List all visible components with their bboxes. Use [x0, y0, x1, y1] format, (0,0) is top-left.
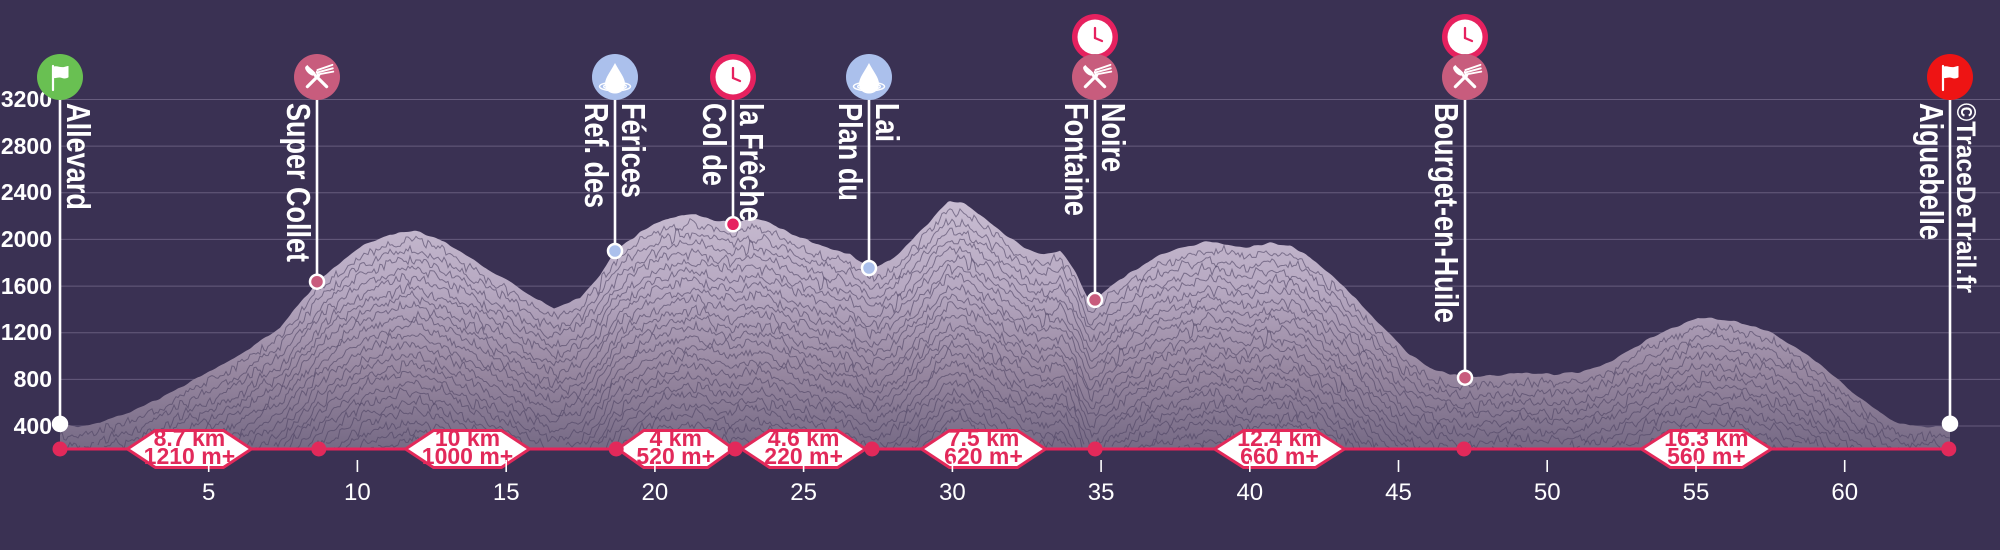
svg-text:620 m+: 620 m+ [944, 443, 1023, 469]
svg-text:800: 800 [14, 366, 52, 392]
svg-text:2000: 2000 [1, 226, 52, 252]
svg-text:1600: 1600 [1, 273, 52, 299]
svg-text:25: 25 [790, 479, 817, 506]
svg-text:Lai: Lai [869, 103, 906, 142]
svg-text:50: 50 [1534, 479, 1561, 506]
svg-text:1200: 1200 [1, 319, 52, 345]
svg-text:1000 m+: 1000 m+ [422, 443, 513, 469]
svg-text:20: 20 [642, 479, 669, 506]
svg-text:Bourget-en-Huile: Bourget-en-Huile [1428, 103, 1465, 323]
svg-text:Plan du: Plan du [832, 103, 869, 201]
svg-text:5: 5 [202, 479, 215, 506]
svg-text:Noire: Noire [1095, 103, 1132, 172]
svg-text:560 m+: 560 m+ [1667, 443, 1746, 469]
svg-text:55: 55 [1683, 479, 1710, 506]
svg-text:400: 400 [14, 413, 52, 439]
svg-text:Col de: Col de [696, 103, 733, 186]
svg-text:©TraceDeTrail.fr: ©TraceDeTrail.fr [1951, 103, 1981, 293]
svg-text:60: 60 [1831, 479, 1858, 506]
svg-text:1210 m+: 1210 m+ [144, 443, 235, 469]
svg-text:30: 30 [939, 479, 966, 506]
svg-text:660 m+: 660 m+ [1240, 443, 1319, 469]
svg-text:520 m+: 520 m+ [636, 443, 715, 469]
svg-text:Aiguebelle: Aiguebelle [1913, 103, 1950, 240]
svg-text:Allevard: Allevard [60, 103, 97, 210]
svg-text:35: 35 [1088, 479, 1115, 506]
svg-text:2800: 2800 [1, 133, 52, 159]
svg-text:la Frêche: la Frêche [733, 103, 770, 222]
svg-text:2400: 2400 [1, 179, 52, 205]
svg-text:Ref. des: Ref. des [578, 103, 615, 208]
svg-text:Super Collet: Super Collet [280, 103, 317, 262]
svg-text:45: 45 [1385, 479, 1412, 506]
svg-text:Fontaine: Fontaine [1058, 103, 1095, 216]
svg-text:10: 10 [344, 479, 371, 506]
svg-text:Férices: Férices [615, 103, 652, 198]
svg-text:15: 15 [493, 479, 520, 506]
svg-text:40: 40 [1236, 479, 1263, 506]
